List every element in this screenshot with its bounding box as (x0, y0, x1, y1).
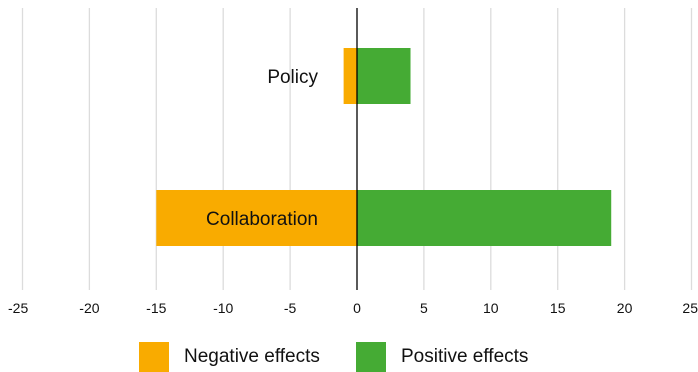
x-tick-label: -20 (79, 300, 99, 316)
legend-swatch-positive (356, 342, 386, 372)
x-tick-label: 10 (483, 300, 499, 316)
x-tick-label: 15 (550, 300, 566, 316)
x-tick-label: -5 (284, 300, 297, 316)
bar-positive-policy (357, 48, 411, 104)
legend-item-positive: Positive effects (356, 342, 528, 372)
x-tick-label: -10 (213, 300, 233, 316)
legend-item-negative: Negative effects (139, 342, 320, 372)
legend-label-negative: Negative effects (184, 346, 320, 367)
x-tick-label: -25 (8, 300, 28, 316)
legend-swatch-negative (139, 342, 169, 372)
x-tick-labels: -25 -20 -15 -10 -5 0 5 10 15 20 25 (8, 300, 698, 316)
bar-negative-policy (343, 48, 357, 104)
category-labels: Policy Collaboration (206, 67, 318, 230)
bars (156, 48, 612, 246)
category-label-policy: Policy (267, 67, 318, 88)
chart-plot-area: Policy Collaboration -25 -20 -15 -10 -5 0 5 10 15… (8, 8, 698, 316)
x-tick-label: 5 (420, 300, 428, 316)
x-tick-label: 0 (353, 300, 361, 316)
gridlines (21, 8, 693, 290)
category-label-collaboration: Collaboration (206, 209, 318, 230)
x-tick-label: -15 (146, 300, 166, 316)
x-tick-label: 25 (682, 300, 698, 316)
bar-negative-collaboration (156, 190, 357, 246)
legend-label-positive: Positive effects (401, 346, 529, 367)
legend: Negative effects Positive effects (0, 336, 698, 372)
x-tick-label: 20 (617, 300, 633, 316)
bar-positive-collaboration (357, 190, 612, 246)
